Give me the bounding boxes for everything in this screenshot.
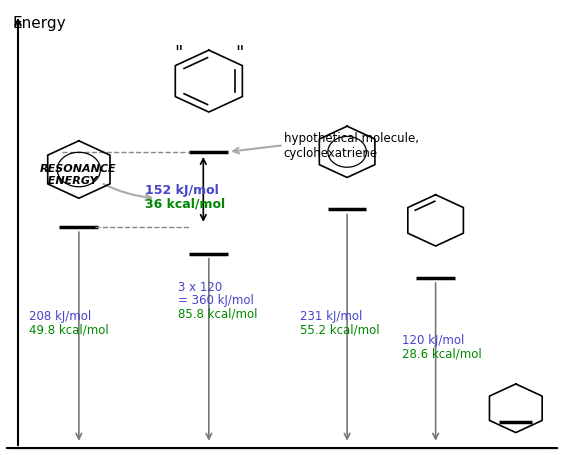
Text: 55.2 kcal/mol: 55.2 kcal/mol: [300, 323, 380, 335]
Text: Energy: Energy: [12, 16, 66, 31]
Text: 120 kJ/mol: 120 kJ/mol: [403, 334, 465, 346]
Text: RESONANCE
  ENERGY: RESONANCE ENERGY: [40, 164, 117, 185]
Text: 28.6 kcal/mol: 28.6 kcal/mol: [403, 347, 482, 360]
Text: 208 kJ/mol: 208 kJ/mol: [29, 309, 91, 322]
Text: hypothetical molecule,
cyclohexatriene: hypothetical molecule, cyclohexatriene: [284, 132, 418, 160]
Text: = 360 kJ/mol: = 360 kJ/mol: [179, 294, 254, 307]
Text: 3 x 120: 3 x 120: [179, 281, 223, 293]
Text: ": ": [174, 44, 183, 62]
Text: ": ": [235, 44, 243, 62]
Text: 152 kJ/mol: 152 kJ/mol: [145, 183, 219, 197]
Text: 36 kcal/mol: 36 kcal/mol: [145, 197, 225, 210]
Text: 231 kJ/mol: 231 kJ/mol: [300, 309, 362, 322]
Text: 49.8 kcal/mol: 49.8 kcal/mol: [29, 323, 109, 335]
Text: 85.8 kcal/mol: 85.8 kcal/mol: [179, 307, 258, 320]
